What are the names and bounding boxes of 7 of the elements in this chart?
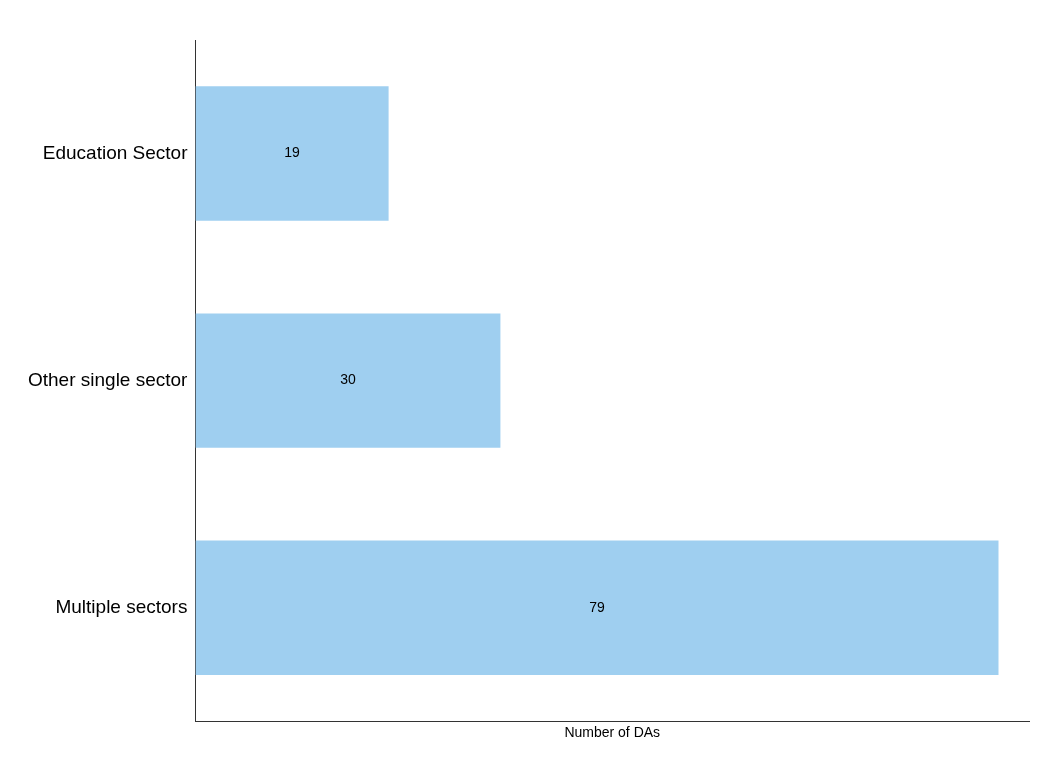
x-axis-title: Number of DAs xyxy=(564,724,661,741)
data-label: 79 xyxy=(589,598,605,615)
y-tick-label: Other single sector xyxy=(27,368,189,390)
data-label: 30 xyxy=(340,371,356,388)
y-tick-label: Education Sector xyxy=(42,141,189,163)
y-tick-label: Multiple sectors xyxy=(55,595,188,617)
data-label: 19 xyxy=(284,144,301,161)
